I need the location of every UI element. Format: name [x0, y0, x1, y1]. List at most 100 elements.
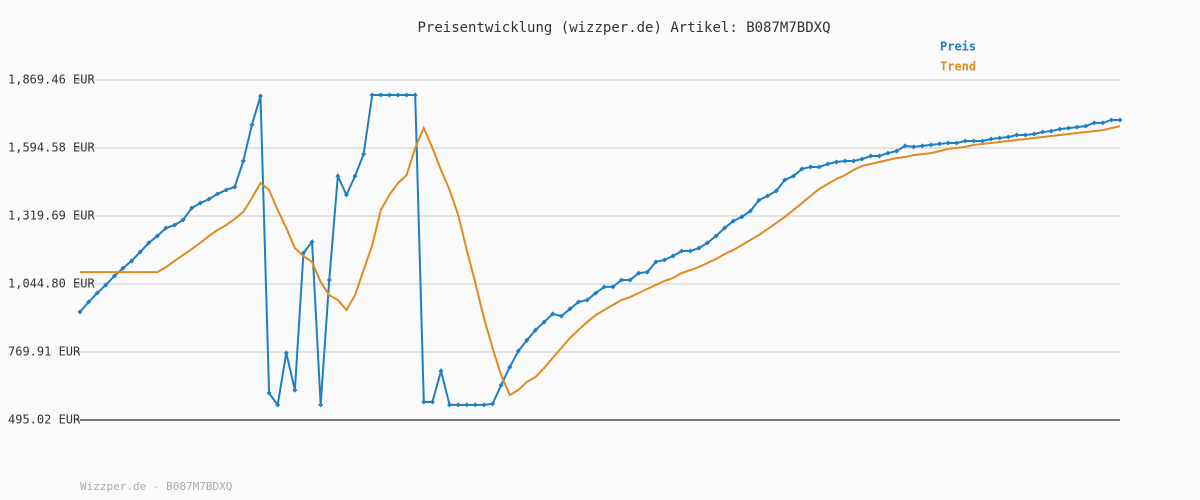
point — [979, 138, 985, 144]
point — [644, 269, 650, 275]
point — [249, 122, 255, 128]
point — [498, 382, 504, 388]
point — [919, 143, 925, 149]
point — [524, 337, 530, 343]
point — [438, 368, 444, 374]
point — [533, 327, 539, 333]
point — [954, 140, 960, 146]
point — [782, 177, 788, 183]
point — [455, 402, 461, 408]
point — [464, 402, 470, 408]
point — [851, 158, 857, 164]
point — [318, 402, 324, 408]
point — [343, 192, 349, 198]
point — [412, 92, 418, 98]
point — [490, 401, 496, 407]
point — [103, 282, 109, 288]
point — [997, 135, 1003, 141]
point — [739, 214, 745, 220]
point — [593, 290, 599, 296]
point — [369, 92, 375, 98]
point — [472, 402, 478, 408]
point — [773, 188, 779, 194]
point — [576, 299, 582, 305]
point — [232, 184, 238, 190]
point — [1091, 120, 1097, 126]
point — [765, 193, 771, 199]
point — [1065, 125, 1071, 131]
point — [257, 93, 263, 99]
point — [670, 253, 676, 259]
point — [696, 245, 702, 251]
point — [799, 166, 805, 172]
point — [283, 350, 289, 356]
point — [94, 290, 100, 296]
point — [421, 399, 427, 405]
point — [756, 197, 762, 203]
footer: Wizzper.de - B087M7BDXQ — [80, 480, 232, 493]
point — [266, 390, 272, 396]
y-tick-label: 769.91 EUR — [8, 344, 81, 358]
point — [335, 173, 341, 179]
point — [1048, 128, 1054, 134]
point — [988, 136, 994, 142]
point — [292, 387, 298, 393]
point — [601, 284, 607, 290]
y-tick-label: 495.02 EUR — [8, 413, 81, 427]
point — [309, 239, 315, 245]
point — [618, 277, 624, 283]
y-tick-label: 1,594.58 EUR — [8, 140, 95, 154]
point — [730, 218, 736, 224]
point — [876, 153, 882, 159]
point — [215, 191, 221, 197]
point — [722, 225, 728, 231]
point — [790, 173, 796, 179]
point — [636, 270, 642, 276]
legend-label: Trend — [940, 60, 976, 74]
point — [704, 240, 710, 246]
point — [713, 233, 719, 239]
point — [361, 151, 367, 157]
point — [1100, 120, 1106, 126]
point — [163, 225, 169, 231]
point — [1057, 126, 1063, 132]
point — [1083, 123, 1089, 129]
point — [146, 240, 152, 246]
point — [507, 364, 513, 370]
point — [447, 402, 453, 408]
point — [1108, 117, 1114, 123]
point — [429, 399, 435, 405]
point — [404, 92, 410, 98]
point — [971, 138, 977, 144]
point — [86, 299, 92, 305]
point — [928, 142, 934, 148]
point — [1040, 129, 1046, 135]
point — [859, 156, 865, 162]
point — [172, 222, 178, 228]
point — [825, 161, 831, 167]
point — [911, 144, 917, 150]
point — [816, 164, 822, 170]
point — [945, 140, 951, 146]
point — [1031, 131, 1037, 137]
point — [240, 158, 246, 164]
point — [937, 141, 943, 147]
point — [541, 319, 547, 325]
point — [395, 92, 401, 98]
point — [567, 306, 573, 312]
point — [687, 248, 693, 254]
point — [77, 309, 83, 315]
point — [833, 159, 839, 165]
y-tick-label: 1,319.69 EUR — [8, 208, 95, 222]
point — [515, 348, 521, 354]
point — [653, 259, 659, 265]
legend-label: Preis — [940, 40, 976, 54]
point — [378, 92, 384, 98]
point — [868, 153, 874, 159]
point — [558, 313, 564, 319]
y-tick-label: 1,869.46 EUR — [8, 73, 95, 87]
point — [902, 143, 908, 149]
point — [111, 273, 117, 279]
point — [154, 233, 160, 239]
